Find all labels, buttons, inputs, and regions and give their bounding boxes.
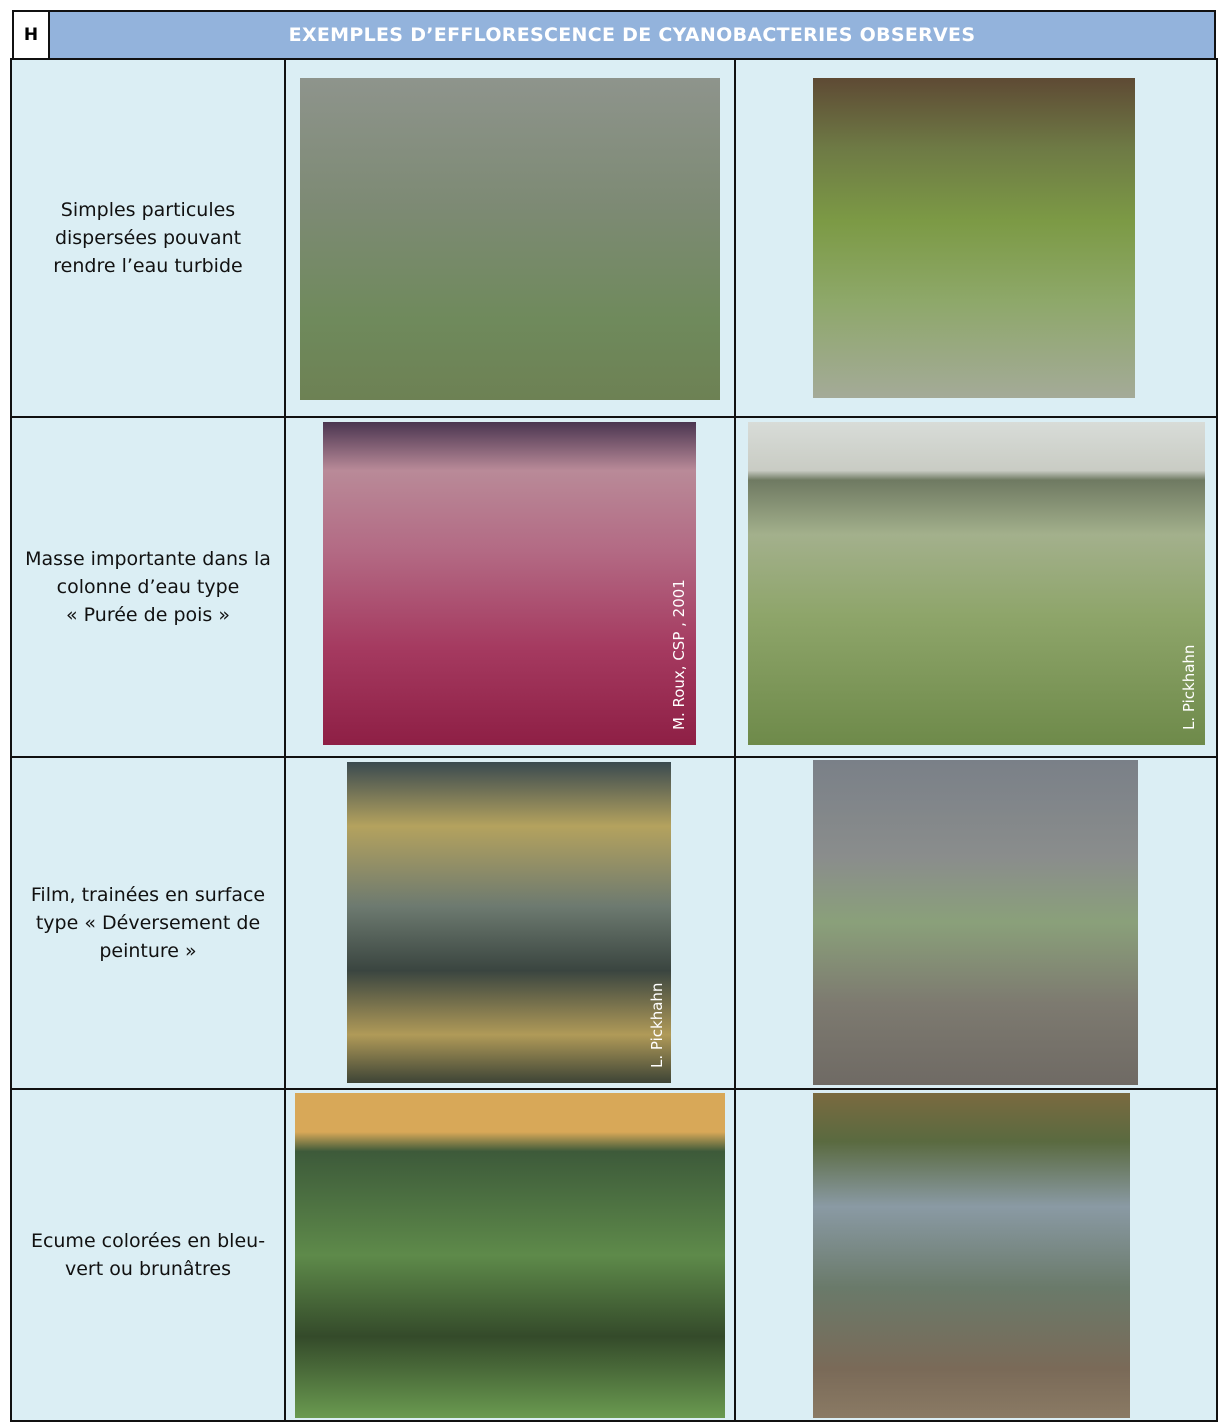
- photo: [748, 422, 1205, 745]
- photo: [813, 78, 1135, 398]
- photo-credit: L. Pickhahn: [648, 982, 666, 1068]
- row-label: Simples particules dispersées pouvant rend…: [12, 60, 284, 416]
- label-line: « Purée de pois »: [66, 604, 230, 626]
- row-label: Masse importante dans la colonne d’eau ty…: [12, 418, 284, 756]
- label-cell: Ecume colorées en bleu-vert ou brunâtres: [10, 1088, 286, 1422]
- label-line: dispersées pouvant: [54, 227, 242, 249]
- label-cell: Simples particules dispersées pouvant rend…: [10, 58, 286, 418]
- label-line: Simples particules: [60, 199, 236, 221]
- photo: [323, 422, 696, 745]
- row-label: Ecume colorées en bleu-vert ou brunâtres: [12, 1090, 284, 1420]
- label-line: Ecume colorées en bleu-: [30, 1230, 266, 1252]
- row-label: Film, trainées en surface type « Déversem…: [12, 758, 284, 1088]
- photo: [813, 760, 1138, 1085]
- label-line: Film, trainées en surface: [30, 884, 266, 906]
- label-line: vert ou brunâtres: [65, 1258, 231, 1280]
- label-cell: Masse importante dans la colonne d’eau ty…: [10, 416, 286, 758]
- label-line: Masse importante dans la: [25, 548, 271, 570]
- photo-credit: M. Roux, CSP , 2001: [670, 579, 688, 730]
- section-letter: H: [12, 10, 50, 60]
- label-line: type « Déversement de: [35, 912, 261, 934]
- label-line: peinture »: [99, 940, 197, 962]
- photo: [295, 1093, 725, 1418]
- label-line: rendre l’eau turbide: [53, 255, 243, 277]
- photo-credit: L. Pickhahn: [1180, 644, 1198, 730]
- photo: [300, 78, 720, 400]
- label-line: colonne d’eau type: [56, 576, 240, 598]
- photo: [347, 762, 671, 1083]
- photo: [813, 1093, 1130, 1418]
- section-title: EXEMPLES D’EFFLORESCENCE DE CYANOBACTERI…: [48, 10, 1216, 60]
- label-cell: Film, trainées en surface type « Déversem…: [10, 756, 286, 1090]
